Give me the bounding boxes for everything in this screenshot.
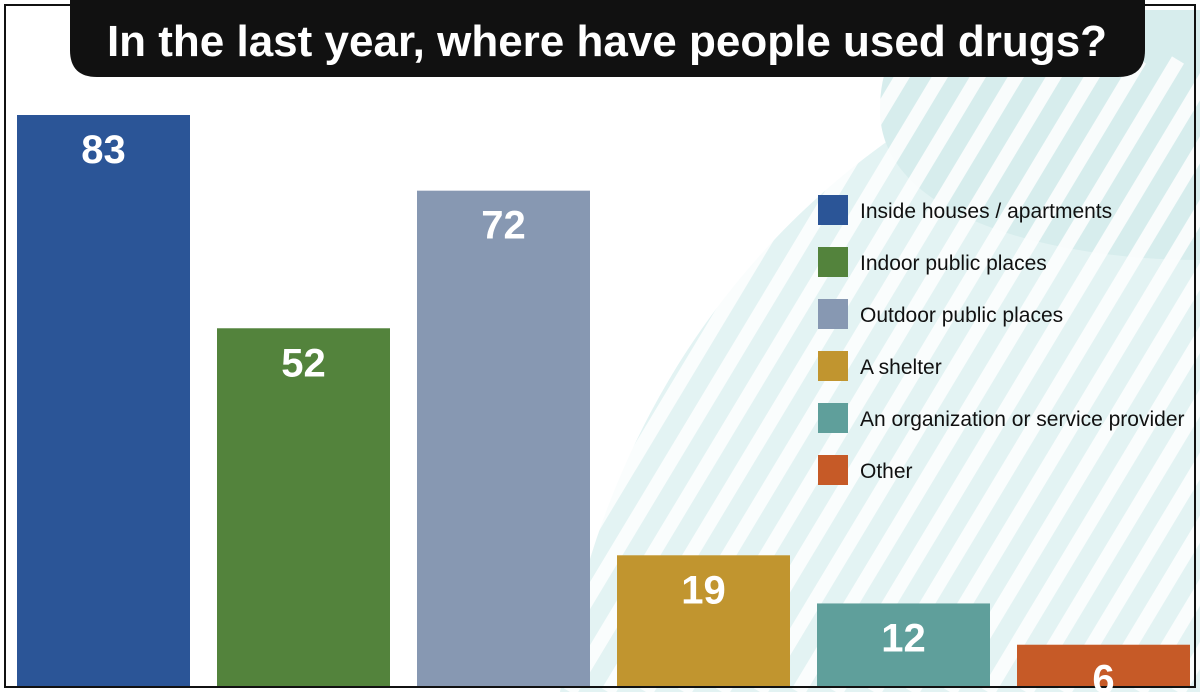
bar-5 xyxy=(817,603,990,686)
bar-value-label: 19 xyxy=(681,568,726,612)
legend-label: Outdoor public places xyxy=(860,304,1063,327)
background-stripe xyxy=(754,56,1146,692)
background-stripe xyxy=(1096,515,1200,692)
legend-label: A shelter xyxy=(860,356,942,379)
bar-value-label: 83 xyxy=(81,128,126,172)
legend-swatch xyxy=(818,351,848,381)
background-stripe xyxy=(944,262,1200,692)
bar-value-label: 72 xyxy=(481,204,526,248)
background-stripe xyxy=(906,199,1200,692)
legend-label: Other xyxy=(860,460,913,483)
legend-label: Indoor public places xyxy=(860,252,1047,275)
background-stripe xyxy=(1058,452,1200,692)
background-stripe xyxy=(526,56,918,692)
chart-title: In the last year, where have people used… xyxy=(107,17,1107,66)
legend-swatch xyxy=(818,299,848,329)
background-stripe xyxy=(868,136,1200,692)
legend: Inside houses / apartments Indoor public … xyxy=(818,195,1185,485)
background-stripe xyxy=(830,73,1200,692)
background-stripe xyxy=(1020,389,1200,692)
bar-value-label: 52 xyxy=(281,341,326,385)
legend-swatch xyxy=(818,195,848,225)
bar-value-label: 6 xyxy=(1092,658,1114,692)
background-stripe xyxy=(792,56,1184,692)
bar-6 xyxy=(1017,644,1190,686)
bar-4 xyxy=(617,555,790,686)
background-stripe xyxy=(982,325,1200,692)
legend-label: An organization or service provider xyxy=(860,408,1185,431)
bar-2 xyxy=(217,328,390,686)
bar-1 xyxy=(17,115,190,686)
bar-3 xyxy=(417,190,590,687)
legend-label: Inside houses / apartments xyxy=(860,200,1112,223)
legend-swatch xyxy=(818,247,848,277)
title-banner: In the last year, where have people used… xyxy=(70,0,1145,77)
legend-swatch xyxy=(818,403,848,433)
bar-value-label: 12 xyxy=(881,616,926,660)
legend-swatch xyxy=(818,455,848,485)
bars xyxy=(17,115,1190,687)
bar-value-labels: 83 52 72 19 12 6 xyxy=(81,128,1114,692)
